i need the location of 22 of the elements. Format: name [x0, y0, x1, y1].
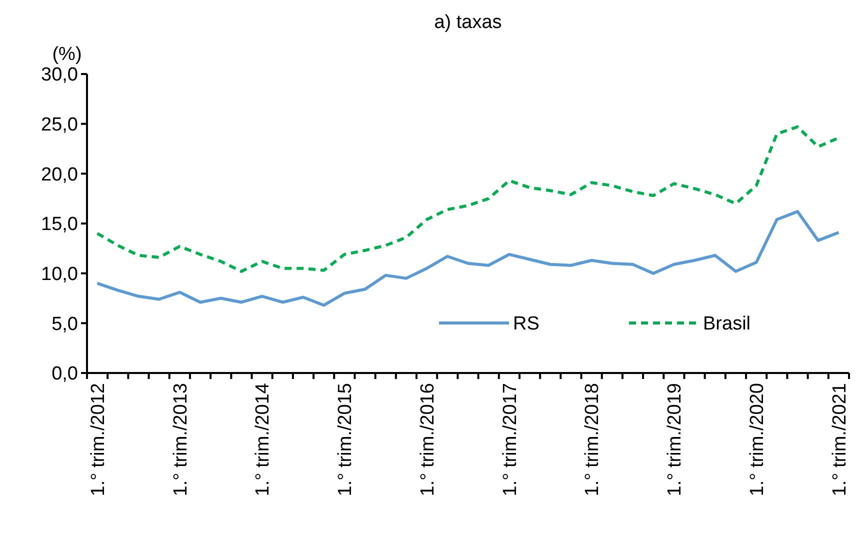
y-tick-label: 0,0	[52, 364, 78, 385]
legend-label: Brasil	[703, 314, 751, 335]
x-tick-label: 1.° trim./2017	[500, 383, 521, 496]
chart-title: a) taxas	[434, 12, 502, 33]
x-tick-label: 1.° trim./2021	[829, 383, 850, 496]
legend-label: RS	[513, 314, 540, 335]
y-tick-label: 5,0	[52, 314, 78, 335]
x-tick-label: 1.° trim./2012	[88, 383, 109, 496]
y-tick-label: 10,0	[41, 264, 78, 285]
y-tick-label: 25,0	[41, 114, 78, 136]
y-tick-label: 15,0	[41, 214, 78, 236]
line-series	[96, 210, 840, 307]
x-tick-label: 1.° trim./2015	[335, 383, 356, 496]
y-tick-label: 20,0	[41, 164, 78, 186]
x-tick-label: 1.° trim./2014	[252, 382, 274, 496]
x-tick-label: 1.° trim./2013	[170, 383, 192, 496]
y-axis-title: (%)	[52, 44, 82, 65]
x-tick-label: 1.° trim./2020	[746, 383, 768, 496]
y-tick-label: 30,0	[41, 64, 78, 86]
x-tick-label: 1.° trim./2018	[582, 383, 604, 496]
x-tick-label: 1.° trim./2019	[664, 383, 686, 496]
x-tick-label: 1.° trim./2016	[417, 383, 438, 496]
